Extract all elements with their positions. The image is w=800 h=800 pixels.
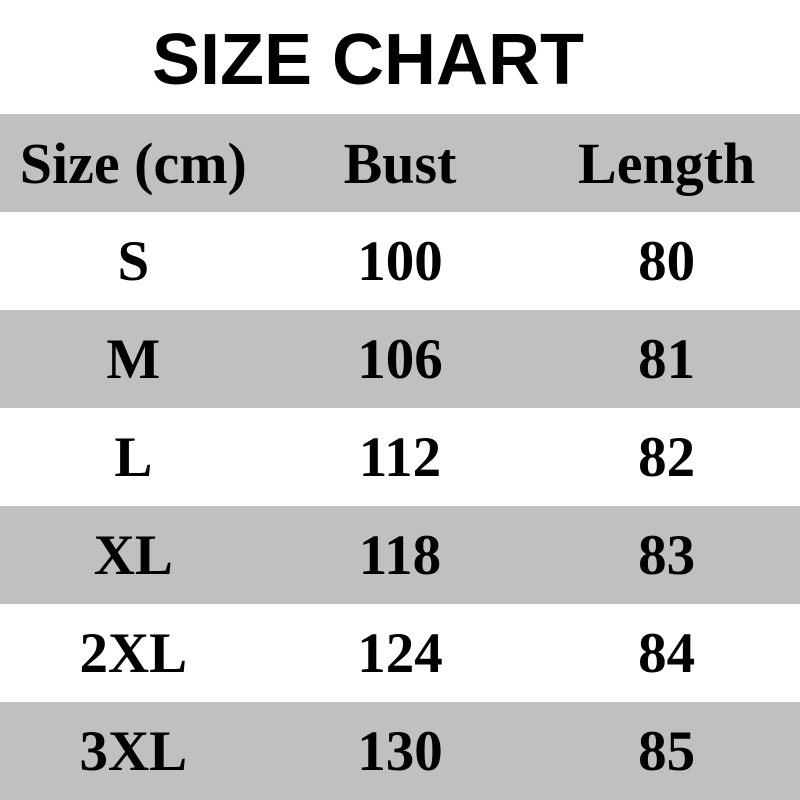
column-header-length: Length: [578, 130, 756, 196]
page-title: SIZE CHART: [152, 20, 584, 100]
cell-length: 83: [638, 523, 696, 587]
cell-size: XL: [93, 523, 173, 587]
cell-size: 2XL: [79, 621, 188, 685]
cell-length: 81: [638, 327, 696, 391]
column-header-size: Size (cm): [19, 130, 247, 196]
cell-size: L: [114, 425, 153, 489]
table-body: S 100 80 M 106 81 L 112 82 XL 118 83 2XL: [0, 212, 800, 800]
cell-bust: 106: [357, 327, 443, 391]
cell-size: S: [117, 229, 150, 293]
table-row: S 100 80: [0, 212, 800, 310]
cell-length: 82: [638, 425, 696, 489]
cell-bust: 118: [358, 523, 442, 587]
cell-bust: 124: [357, 621, 443, 685]
table-row: 2XL 124 84: [0, 604, 800, 702]
table-row: 3XL 130 85: [0, 702, 800, 800]
cell-bust: 100: [357, 229, 443, 293]
cell-size: M: [106, 327, 161, 391]
table-row: XL 118 83: [0, 506, 800, 604]
cell-length: 85: [638, 719, 696, 783]
table-row: L 112 82: [0, 408, 800, 506]
column-header-bust: Bust: [343, 130, 457, 196]
cell-size: 3XL: [79, 719, 188, 783]
cell-length: 80: [638, 229, 696, 293]
cell-bust: 112: [358, 425, 442, 489]
cell-length: 84: [638, 621, 696, 685]
size-chart-table: Size (cm) Bust Length S 100 80 M 106 81 …: [0, 114, 800, 800]
title-bar: SIZE CHART: [0, 0, 800, 114]
table-row: M 106 81: [0, 310, 800, 408]
header-row: Size (cm) Bust Length: [0, 114, 800, 212]
table-header: Size (cm) Bust Length: [0, 114, 800, 212]
cell-bust: 130: [357, 719, 443, 783]
